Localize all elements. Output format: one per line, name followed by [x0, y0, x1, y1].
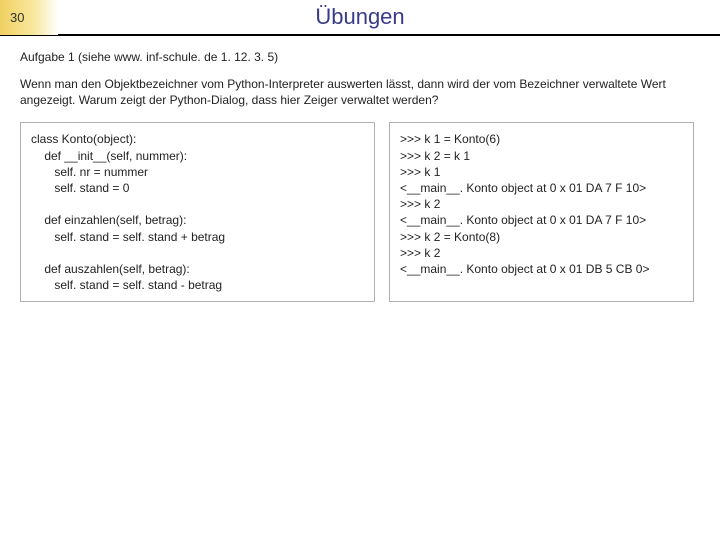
slide-header: 30 Übungen [0, 0, 720, 36]
task-paragraph: Wenn man den Objektbezeichner vom Python… [20, 76, 700, 108]
code-box-left: class Konto(object): def __init__(self, … [20, 122, 375, 302]
page-number: 30 [10, 10, 24, 25]
code-box-right: >>> k 1 = Konto(6) >>> k 2 = k 1 >>> k 1… [389, 122, 694, 302]
task-subtitle: Aufgabe 1 (siehe www. inf-schule. de 1. … [20, 50, 700, 64]
slide-content: Aufgabe 1 (siehe www. inf-schule. de 1. … [0, 36, 720, 302]
code-row: class Konto(object): def __init__(self, … [20, 122, 700, 302]
page-number-box: 30 [0, 0, 58, 35]
slide-title: Übungen [315, 4, 404, 30]
